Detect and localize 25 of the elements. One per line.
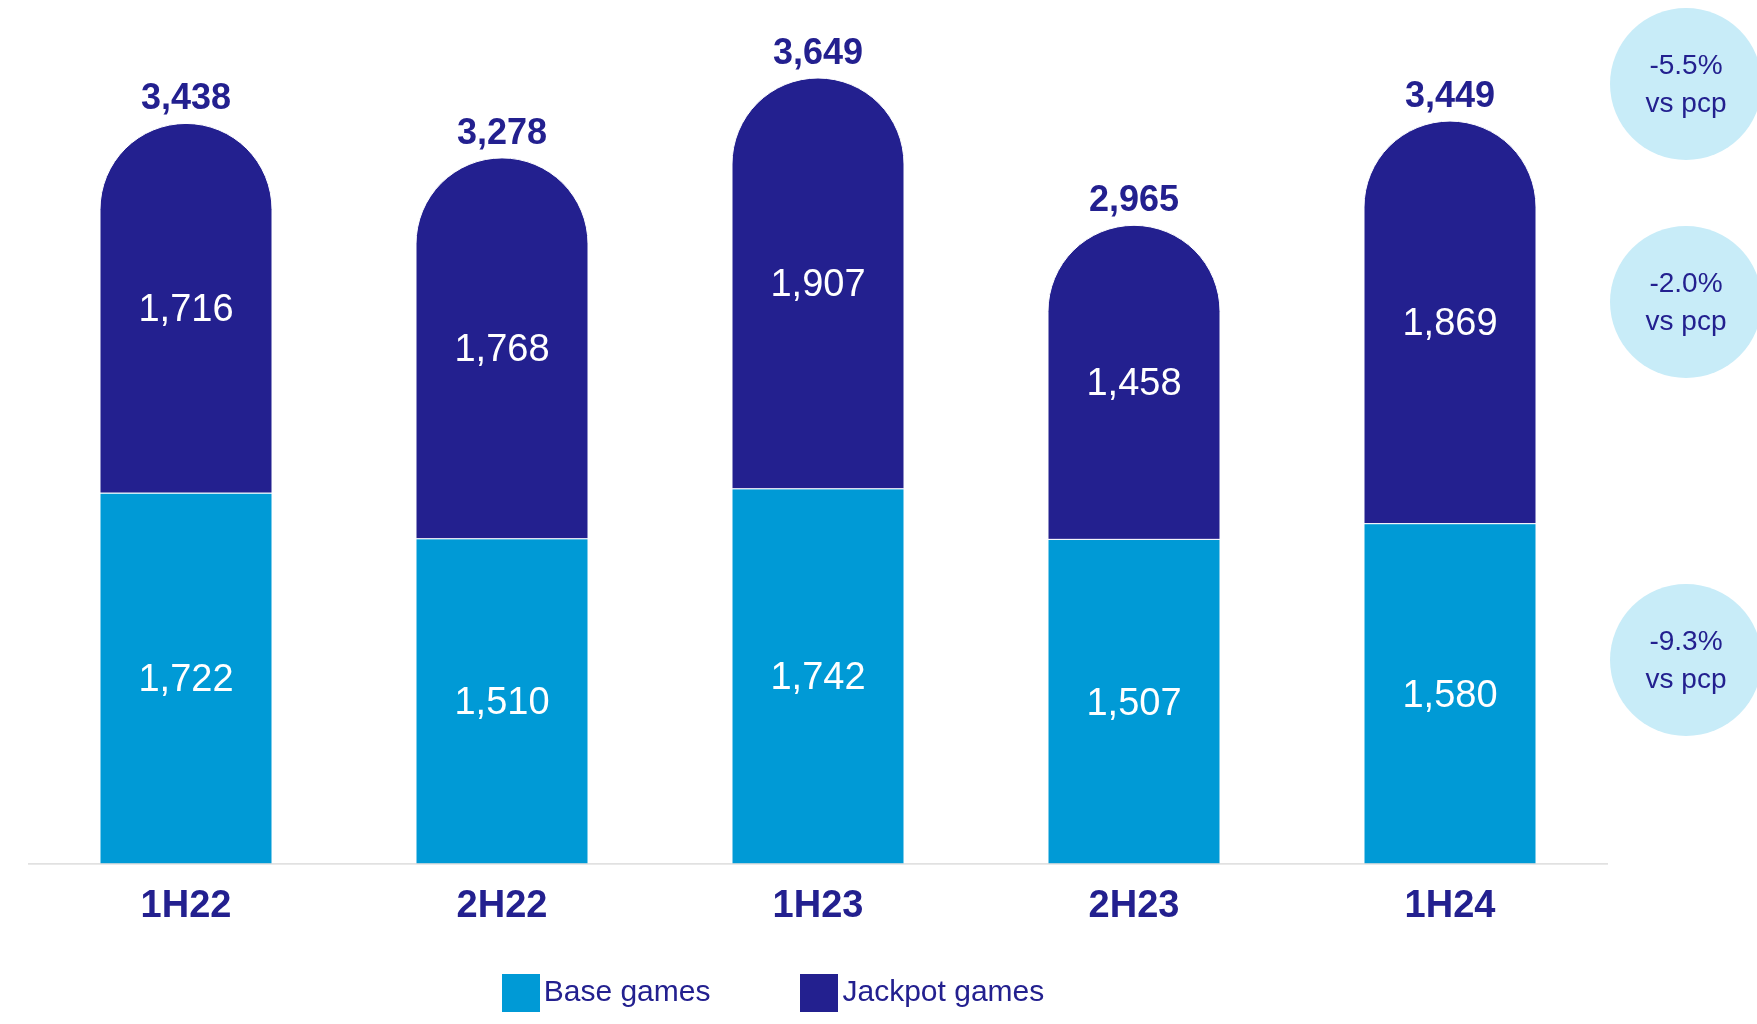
x-tick-label: 1H23 <box>772 882 864 925</box>
data-label: 1,510 <box>454 680 550 723</box>
circle-badge: -9.3% vs pcp <box>1610 584 1757 736</box>
x-tick-label: 2H23 <box>1088 882 1180 925</box>
data-label: 1,869 <box>1402 301 1498 344</box>
x-tick-label: 1H24 <box>1404 882 1496 925</box>
data-label: 1,768 <box>454 327 550 370</box>
total-label: 3,278 <box>456 110 548 152</box>
data-label: 1,716 <box>138 287 234 330</box>
total-label: 3,649 <box>772 31 864 72</box>
data-label: 1,722 <box>138 657 234 700</box>
data-label: 1,458 <box>1086 361 1182 404</box>
data-label: 1,507 <box>1086 680 1182 723</box>
total-label: 2,965 <box>1088 178 1180 220</box>
data-label: 1,742 <box>770 655 866 698</box>
total-label: 3,438 <box>140 76 232 118</box>
circle-badge: -2.0% vs pcp <box>1610 226 1757 378</box>
data-label: 1,907 <box>770 262 866 305</box>
data-label: 1,580 <box>1402 672 1498 715</box>
legend-label: Base games <box>543 973 711 1007</box>
circle-badge: -5.5% vs pcp <box>1610 8 1757 160</box>
total-label: 3,449 <box>1404 74 1496 116</box>
legend-label: Jackpot games <box>842 973 1045 1007</box>
x-tick-label: 2H22 <box>456 882 548 925</box>
x-tick-label: 1H22 <box>140 882 232 925</box>
